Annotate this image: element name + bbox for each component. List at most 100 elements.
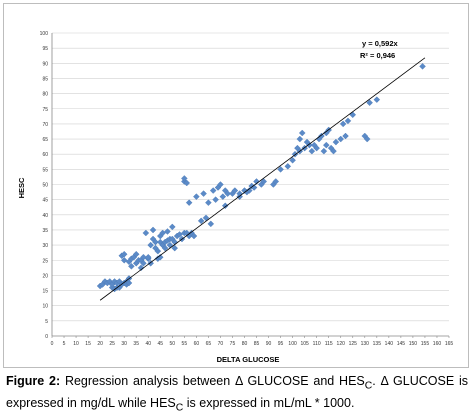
y-tick-label-60: 60 (42, 152, 48, 158)
x-tick-label-25: 25 (109, 341, 115, 347)
x-tick-label-75: 75 (230, 341, 236, 347)
y-tick-label-95: 95 (42, 46, 48, 52)
y-tick-label-50: 50 (42, 183, 48, 189)
data-point-129 (366, 99, 373, 106)
data-point-26 (132, 250, 140, 258)
y-tick-label-55: 55 (42, 167, 48, 173)
trendline-r-squared: R² = 0,946 (360, 51, 395, 60)
data-point-52 (164, 228, 171, 235)
caption-text-1: Regression analysis between Δ GLUCOSE an… (64, 374, 365, 388)
data-point-126 (349, 111, 357, 119)
y-tick-label-15: 15 (42, 289, 48, 295)
data-point-117 (323, 141, 330, 149)
data-point-64 (181, 175, 188, 182)
x-tick-label-160: 160 (433, 341, 442, 347)
y-tick-label-100: 100 (40, 31, 49, 37)
data-point-72 (197, 217, 205, 225)
trendline-equation: y = 0,592x (362, 39, 398, 48)
x-tick-label-150: 150 (409, 341, 418, 347)
data-point-86 (231, 187, 239, 194)
x-tick-label-135: 135 (373, 341, 382, 347)
data-point-123 (339, 120, 347, 128)
data-points (96, 63, 426, 293)
x-tick-label-40: 40 (145, 341, 151, 347)
x-tick-label-95: 95 (278, 341, 284, 347)
trendline (99, 57, 426, 301)
y-tick-label-20: 20 (42, 273, 48, 279)
data-point-80 (217, 181, 224, 188)
caption-figure-label: Figure 2: (6, 374, 61, 388)
data-point-82 (221, 202, 229, 209)
x-tick-label-155: 155 (421, 341, 430, 347)
data-point-101 (289, 156, 296, 164)
y-tick-label-65: 65 (42, 137, 48, 143)
x-tick-label-35: 35 (133, 341, 139, 347)
caption-subscript-2: C (175, 402, 184, 413)
data-point-46 (156, 253, 164, 261)
data-point-65 (183, 179, 191, 187)
y-tick-label-35: 35 (42, 228, 48, 234)
x-tick-label-0: 0 (51, 341, 54, 347)
data-point-91 (246, 187, 253, 194)
data-point-16 (120, 250, 128, 258)
data-point-43 (154, 247, 162, 255)
x-tick-label-55: 55 (182, 341, 188, 347)
data-point-23 (128, 263, 135, 270)
data-point-112 (313, 144, 320, 152)
x-tick-label-90: 90 (266, 341, 272, 347)
y-tick-label-25: 25 (42, 258, 48, 264)
data-point-20 (125, 279, 133, 287)
x-tick-label-145: 145 (397, 341, 406, 347)
x-tick-label-5: 5 (63, 341, 66, 347)
y-tick-label-0: 0 (45, 334, 48, 340)
data-point-38 (149, 226, 157, 234)
data-point-33 (142, 229, 150, 237)
y-tick-label-45: 45 (42, 198, 48, 204)
data-point-106 (298, 129, 306, 137)
caption-text-3: is expressed in mL/mL * 1000. (183, 395, 355, 410)
x-tick-label-65: 65 (206, 341, 212, 347)
data-point-96 (260, 178, 268, 185)
chart-frame (3, 3, 469, 368)
data-point-29 (137, 264, 145, 272)
data-point-71 (193, 193, 200, 200)
data-point-115 (320, 147, 328, 155)
y-tick-label-85: 85 (42, 76, 48, 82)
y-axis-label: HESC (17, 177, 26, 198)
x-tick-label-70: 70 (218, 341, 224, 347)
x-tick-label-105: 105 (300, 341, 309, 347)
data-point-37 (147, 241, 154, 249)
data-point-73 (200, 190, 207, 197)
data-point-32 (140, 253, 147, 261)
data-point-131 (419, 63, 426, 70)
y-tick-label-75: 75 (42, 107, 48, 113)
data-point-49 (161, 244, 169, 252)
data-point-110 (308, 147, 316, 155)
y-tick-label-90: 90 (42, 61, 48, 67)
x-tick-label-140: 140 (385, 341, 394, 347)
x-tick-label-100: 100 (288, 341, 297, 347)
data-point-105 (296, 135, 304, 143)
y-tick-label-5: 5 (45, 319, 48, 325)
axes (51, 33, 450, 338)
data-point-56 (169, 223, 176, 231)
x-tick-label-125: 125 (349, 341, 358, 347)
caption-subscript-1: C (364, 380, 373, 392)
data-point-81 (219, 193, 227, 200)
x-tick-label-50: 50 (170, 341, 176, 347)
data-point-15 (120, 256, 128, 264)
data-point-109 (306, 141, 313, 149)
x-axis-label: DELTA GLUCOSE (217, 355, 280, 364)
caption-text-2: . Δ GLUCOSE is expressed in mg/dL while … (6, 374, 468, 410)
x-tick-label-15: 15 (85, 341, 91, 347)
y-tick-label-70: 70 (42, 122, 48, 128)
y-tick-label-30: 30 (42, 243, 48, 249)
x-tick-label-120: 120 (337, 341, 346, 347)
x-tick-label-130: 130 (361, 341, 370, 347)
data-point-99 (277, 166, 284, 173)
data-point-48 (159, 229, 166, 237)
scatter-chart: 0510152025303540455055606570758085909510… (17, 31, 453, 364)
x-tick-label-30: 30 (121, 341, 127, 347)
data-point-78 (212, 196, 219, 203)
